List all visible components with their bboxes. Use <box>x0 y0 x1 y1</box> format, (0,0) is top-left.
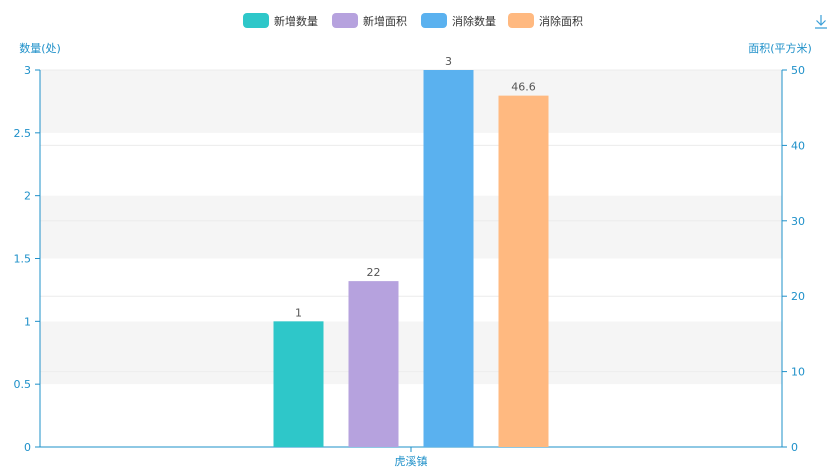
grid-band <box>40 258 782 322</box>
legend-item[interactable]: 消除数量 <box>421 13 496 28</box>
right-axis-title: 面积(平方米) <box>748 41 812 55</box>
legend-label: 新增面积 <box>363 14 407 28</box>
grid-band <box>40 132 782 196</box>
bar-value-label: 22 <box>367 266 381 279</box>
left-tick-label: 3 <box>24 64 31 77</box>
grid-band <box>40 195 782 259</box>
legend-item[interactable]: 新增面积 <box>332 13 407 28</box>
bars <box>273 70 549 448</box>
right-tick-label: 40 <box>791 139 805 152</box>
legend[interactable]: 新增数量 新增面积 消除数量 消除面积 <box>243 13 583 28</box>
legend-label: 消除面积 <box>539 14 583 28</box>
bar-value-label: 46.6 <box>511 81 536 94</box>
left-tick-label: 0 <box>24 441 31 454</box>
right-tick-label: 50 <box>791 64 805 77</box>
download-icon[interactable] <box>815 15 827 29</box>
bar-3 <box>423 70 474 447</box>
left-tick-label: 1 <box>24 315 31 328</box>
legend-item[interactable]: 新增数量 <box>243 13 318 28</box>
legend-item[interactable]: 消除面积 <box>508 13 583 28</box>
right-tick-label: 0 <box>791 441 798 454</box>
right-tick-label: 10 <box>791 366 805 379</box>
bar-labels: 1 22 3 46.6 <box>295 55 536 319</box>
legend-swatch <box>332 13 358 28</box>
x-tick-label: 虎溪镇 <box>395 454 428 468</box>
legend-swatch <box>421 13 447 28</box>
legend-swatch <box>243 13 269 28</box>
grid-band <box>40 321 782 385</box>
left-axis-title: 数量(处) <box>19 42 61 55</box>
bar-4 <box>498 95 549 448</box>
legend-label: 消除数量 <box>452 14 496 28</box>
legend-swatch <box>508 13 534 28</box>
left-tick-label: 1.5 <box>14 253 32 266</box>
right-tick-label: 30 <box>791 215 805 228</box>
bar-1 <box>273 321 324 447</box>
grid-band <box>40 70 782 133</box>
bar-value-label: 3 <box>445 55 452 68</box>
bar-value-label: 1 <box>295 306 302 319</box>
left-tick-label: 2 <box>24 190 31 203</box>
left-tick-label: 0.5 <box>14 378 32 391</box>
right-tick-label: 20 <box>791 290 805 303</box>
legend-label: 新增数量 <box>274 14 318 28</box>
grid-band <box>40 384 782 447</box>
left-tick-label: 2.5 <box>14 127 32 140</box>
grid-bands <box>40 69 782 447</box>
bar-2 <box>348 281 399 447</box>
